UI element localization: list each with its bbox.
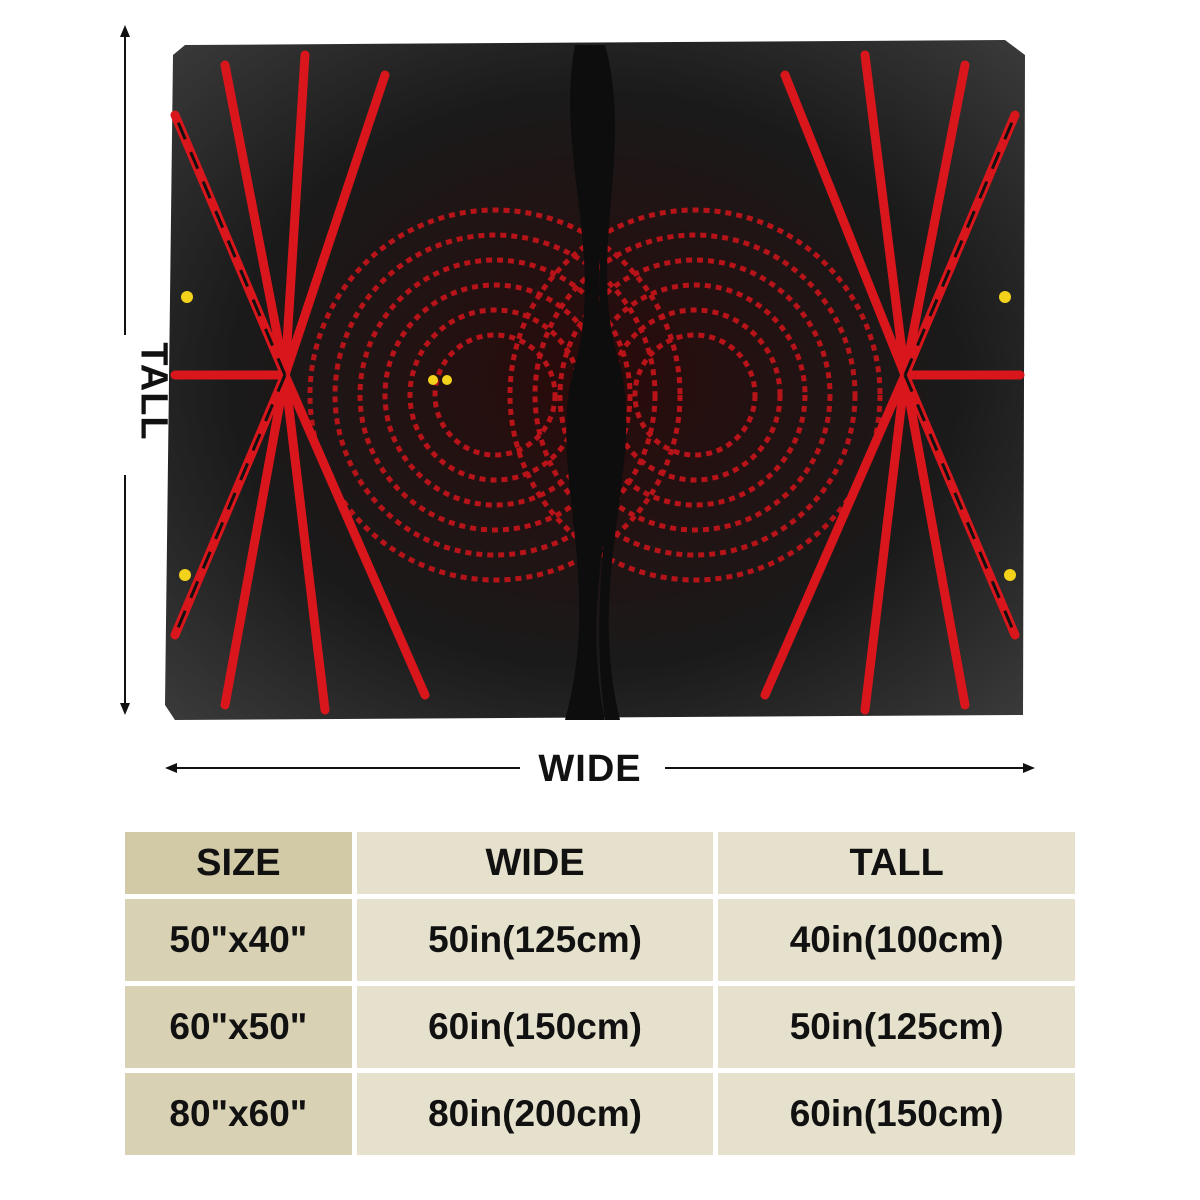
wide-arrow bbox=[165, 763, 1035, 773]
tall-cell: 40in(100cm) bbox=[718, 899, 1075, 981]
blanket-image bbox=[165, 35, 1030, 725]
wide-label: WIDE bbox=[538, 748, 642, 790]
tall-arrow bbox=[120, 25, 130, 715]
table-row: 80"x60" 80in(200cm) 60in(150cm) bbox=[125, 1073, 1075, 1155]
tall-label: TALL bbox=[132, 342, 175, 441]
size-cell: 50"x40" bbox=[125, 899, 352, 981]
wide-cell: 50in(125cm) bbox=[356, 899, 714, 981]
size-table: SIZE WIDE TALL 50"x40" 50in(125cm) 40in(… bbox=[120, 827, 1080, 1160]
table-header-row: SIZE WIDE TALL bbox=[125, 832, 1075, 894]
tall-cell: 50in(125cm) bbox=[718, 986, 1075, 1068]
header-tall: TALL bbox=[718, 832, 1075, 894]
header-wide: WIDE bbox=[356, 832, 714, 894]
size-cell: 80"x60" bbox=[125, 1073, 352, 1155]
table-row: 60"x50" 60in(150cm) 50in(125cm) bbox=[125, 986, 1075, 1068]
wide-cell: 80in(200cm) bbox=[356, 1073, 714, 1155]
wide-cell: 60in(150cm) bbox=[356, 986, 714, 1068]
header-size: SIZE bbox=[125, 832, 352, 894]
tall-cell: 60in(150cm) bbox=[718, 1073, 1075, 1155]
size-cell: 60"x50" bbox=[125, 986, 352, 1068]
table-row: 50"x40" 50in(125cm) 40in(100cm) bbox=[125, 899, 1075, 981]
